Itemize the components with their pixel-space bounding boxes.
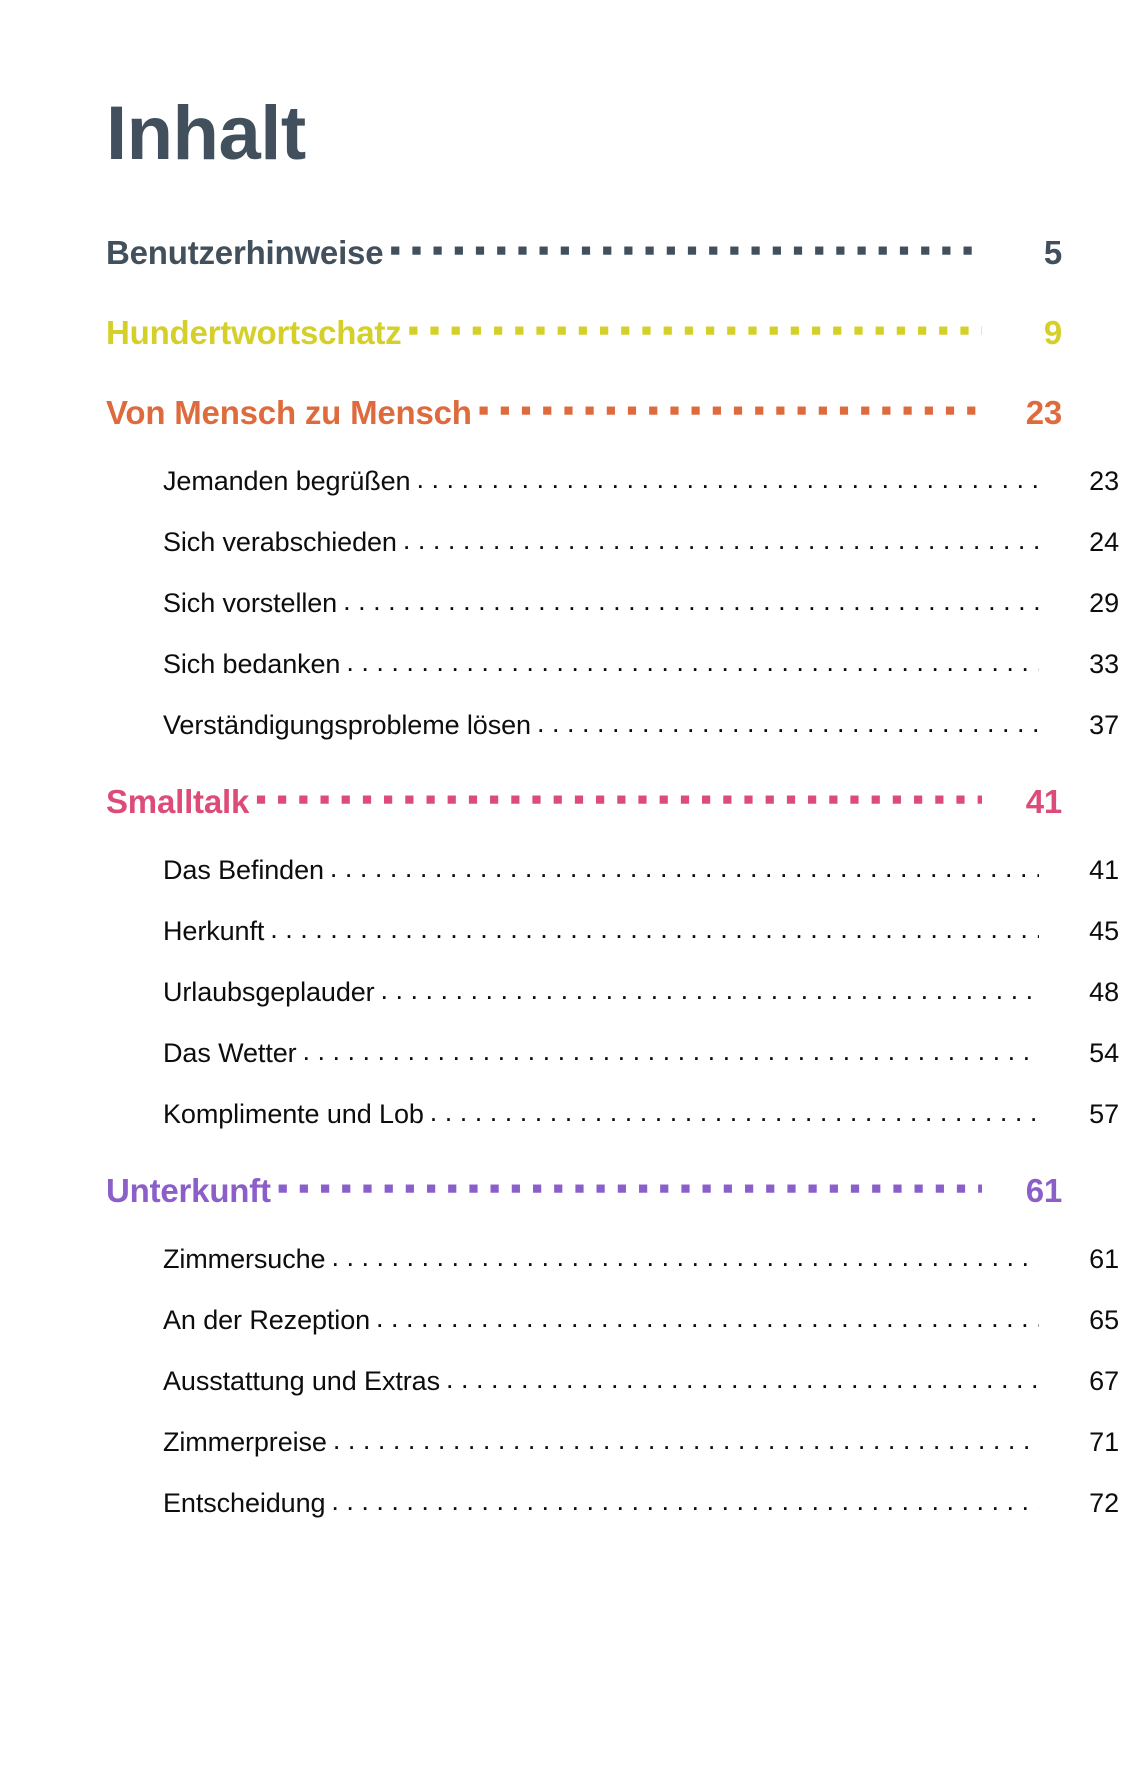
- toc-entry-page-number: 67: [1089, 1366, 1119, 1396]
- dot-leader: ........................................…: [331, 1242, 1039, 1272]
- toc-entry-label: Sich verabschieden: [163, 527, 397, 557]
- toc-entry-label: Ausstattung und Extras: [163, 1366, 440, 1396]
- toc-section-row[interactable]: Benutzerhinweise ▪▪▪▪▪▪▪▪▪▪▪▪▪▪▪▪▪▪▪▪▪▪▪▪…: [106, 231, 1062, 272]
- toc-section-page-number: 9: [1043, 314, 1062, 351]
- dot-leader: ▪▪▪▪▪▪▪▪▪▪▪▪▪▪▪▪▪▪▪▪▪▪▪▪▪▪▪▪▪▪▪▪▪▪▪▪▪▪▪▪…: [407, 311, 982, 348]
- toc-entry-label: Sich vorstellen: [163, 588, 338, 618]
- dot-leader: ........................................…: [329, 853, 1039, 883]
- toc-entry-page-number: 29: [1089, 588, 1119, 618]
- dot-leader: ........................................…: [376, 1303, 1039, 1333]
- toc-entry-label: Komplimente und Lob: [163, 1099, 424, 1129]
- toc-section-label: Benutzerhinweise: [106, 234, 384, 271]
- toc-entry-page-number: 33: [1089, 649, 1119, 679]
- toc-entry-page-number: 54: [1089, 1038, 1119, 1068]
- toc-entry-row[interactable]: Ausstattung und Extras..................…: [106, 1364, 1119, 1397]
- dot-leader: ........................................…: [429, 1097, 1039, 1127]
- dot-leader: ........................................…: [402, 525, 1039, 555]
- page-title: Inhalt: [106, 91, 306, 176]
- toc-entry-row[interactable]: Komplimente und Lob.....................…: [106, 1097, 1119, 1130]
- dot-leader: ........................................…: [332, 1425, 1039, 1455]
- toc-section-label: Unterkunft: [106, 1172, 271, 1209]
- toc-entry-row[interactable]: Verständigungsprobleme lösen............…: [106, 708, 1119, 741]
- toc-entry-row[interactable]: Das Wetter..............................…: [106, 1036, 1119, 1069]
- toc-section-page-number: 61: [1025, 1172, 1063, 1209]
- toc-entry-page-number: 41: [1089, 855, 1119, 885]
- dot-leader: ........................................…: [416, 464, 1039, 494]
- toc-section-row[interactable]: Hundertwortschatz ▪▪▪▪▪▪▪▪▪▪▪▪▪▪▪▪▪▪▪▪▪▪▪…: [106, 311, 1062, 352]
- toc-entry-row[interactable]: Sich verabschieden......................…: [106, 525, 1119, 558]
- toc-entry-page-number: 24: [1089, 527, 1119, 557]
- toc-entry-row[interactable]: An der Rezeption........................…: [106, 1303, 1119, 1336]
- toc-entry-label: Urlaubsgeplauder: [163, 977, 375, 1007]
- toc-entry-row[interactable]: Sich vorstellen.........................…: [106, 586, 1119, 619]
- toc-entry-label: Sich bedanken: [163, 649, 341, 679]
- toc-section-page-number: 41: [1025, 783, 1063, 820]
- dot-leader: ........................................…: [270, 914, 1039, 944]
- toc-entry-row[interactable]: Sich bedanken...........................…: [106, 647, 1119, 680]
- toc-entry-label: Das Befinden: [163, 855, 324, 885]
- dot-leader: ▪▪▪▪▪▪▪▪▪▪▪▪▪▪▪▪▪▪▪▪▪▪▪▪▪▪▪▪▪▪▪▪▪▪▪▪▪▪▪▪…: [477, 391, 982, 428]
- dot-leader: ........................................…: [536, 708, 1039, 738]
- toc-body: Benutzerhinweise ▪▪▪▪▪▪▪▪▪▪▪▪▪▪▪▪▪▪▪▪▪▪▪▪…: [106, 231, 1119, 1519]
- toc-section-row[interactable]: Unterkunft ▪▪▪▪▪▪▪▪▪▪▪▪▪▪▪▪▪▪▪▪▪▪▪▪▪▪▪▪▪▪…: [106, 1169, 1063, 1210]
- dot-leader: ........................................…: [343, 586, 1039, 616]
- dot-leader: ........................................…: [445, 1364, 1039, 1394]
- toc-entry-page-number: 37: [1089, 710, 1119, 740]
- dot-leader: ▪▪▪▪▪▪▪▪▪▪▪▪▪▪▪▪▪▪▪▪▪▪▪▪▪▪▪▪▪▪▪▪▪▪▪▪▪▪▪▪…: [389, 231, 982, 268]
- toc-section-page-number: 5: [1043, 234, 1062, 271]
- toc-entry-row[interactable]: Zimmersuche.............................…: [106, 1242, 1119, 1275]
- toc-entry-row[interactable]: Das Befinden............................…: [106, 853, 1119, 886]
- toc-entry-label: An der Rezeption: [163, 1305, 371, 1335]
- toc-entry-page-number: 57: [1089, 1099, 1119, 1129]
- toc-entry-row[interactable]: Urlaubsgeplauder........................…: [106, 975, 1119, 1008]
- toc-entry-label: Herkunft: [163, 916, 265, 946]
- toc-entry-label: Entscheidung: [163, 1488, 326, 1518]
- toc-section-row[interactable]: Von Mensch zu Mensch ▪▪▪▪▪▪▪▪▪▪▪▪▪▪▪▪▪▪▪▪…: [106, 391, 1063, 432]
- toc-section-page-number: 23: [1025, 394, 1063, 431]
- toc-entry-page-number: 72: [1089, 1488, 1119, 1518]
- toc-section-label: Smalltalk: [106, 783, 250, 820]
- toc-entry-row[interactable]: Herkunft................................…: [106, 914, 1119, 947]
- toc-entry-page-number: 48: [1089, 977, 1119, 1007]
- toc-entry-label: Verständigungsprobleme lösen: [163, 710, 531, 740]
- toc-entry-page-number: 45: [1089, 916, 1119, 946]
- toc-entry-row[interactable]: Entscheidung............................…: [106, 1486, 1119, 1519]
- toc-section-label: Hundertwortschatz: [106, 314, 402, 351]
- toc-entry-label: Jemanden begrüßen: [163, 466, 411, 496]
- toc-section-row[interactable]: Smalltalk ▪▪▪▪▪▪▪▪▪▪▪▪▪▪▪▪▪▪▪▪▪▪▪▪▪▪▪▪▪▪▪…: [106, 780, 1063, 821]
- toc-entry-page-number: 65: [1089, 1305, 1119, 1335]
- dot-leader: ........................................…: [380, 975, 1039, 1005]
- toc-entry-row[interactable]: Zimmerpreise............................…: [106, 1425, 1119, 1458]
- toc-section-label: Von Mensch zu Mensch: [106, 394, 472, 431]
- dot-leader: ........................................…: [302, 1036, 1039, 1066]
- toc-entry-page-number: 23: [1089, 466, 1119, 496]
- dot-leader: ........................................…: [331, 1486, 1039, 1516]
- dot-leader: ........................................…: [346, 647, 1039, 677]
- toc-entry-label: Zimmerpreise: [163, 1427, 327, 1457]
- toc-entry-label: Das Wetter: [163, 1038, 297, 1068]
- toc-entry-label: Zimmersuche: [163, 1244, 326, 1274]
- dot-leader: ▪▪▪▪▪▪▪▪▪▪▪▪▪▪▪▪▪▪▪▪▪▪▪▪▪▪▪▪▪▪▪▪▪▪▪▪▪▪▪▪…: [276, 1169, 982, 1206]
- toc-entry-page-number: 71: [1089, 1427, 1119, 1457]
- toc-entry-row[interactable]: Jemanden begrüßen.......................…: [106, 464, 1119, 497]
- toc-entry-page-number: 61: [1089, 1244, 1119, 1274]
- table-of-contents: Inhalt Benutzerhinweise ▪▪▪▪▪▪▪▪▪▪▪▪▪▪▪▪▪…: [106, 91, 1119, 1519]
- dot-leader: ▪▪▪▪▪▪▪▪▪▪▪▪▪▪▪▪▪▪▪▪▪▪▪▪▪▪▪▪▪▪▪▪▪▪▪▪▪▪▪▪…: [255, 780, 982, 817]
